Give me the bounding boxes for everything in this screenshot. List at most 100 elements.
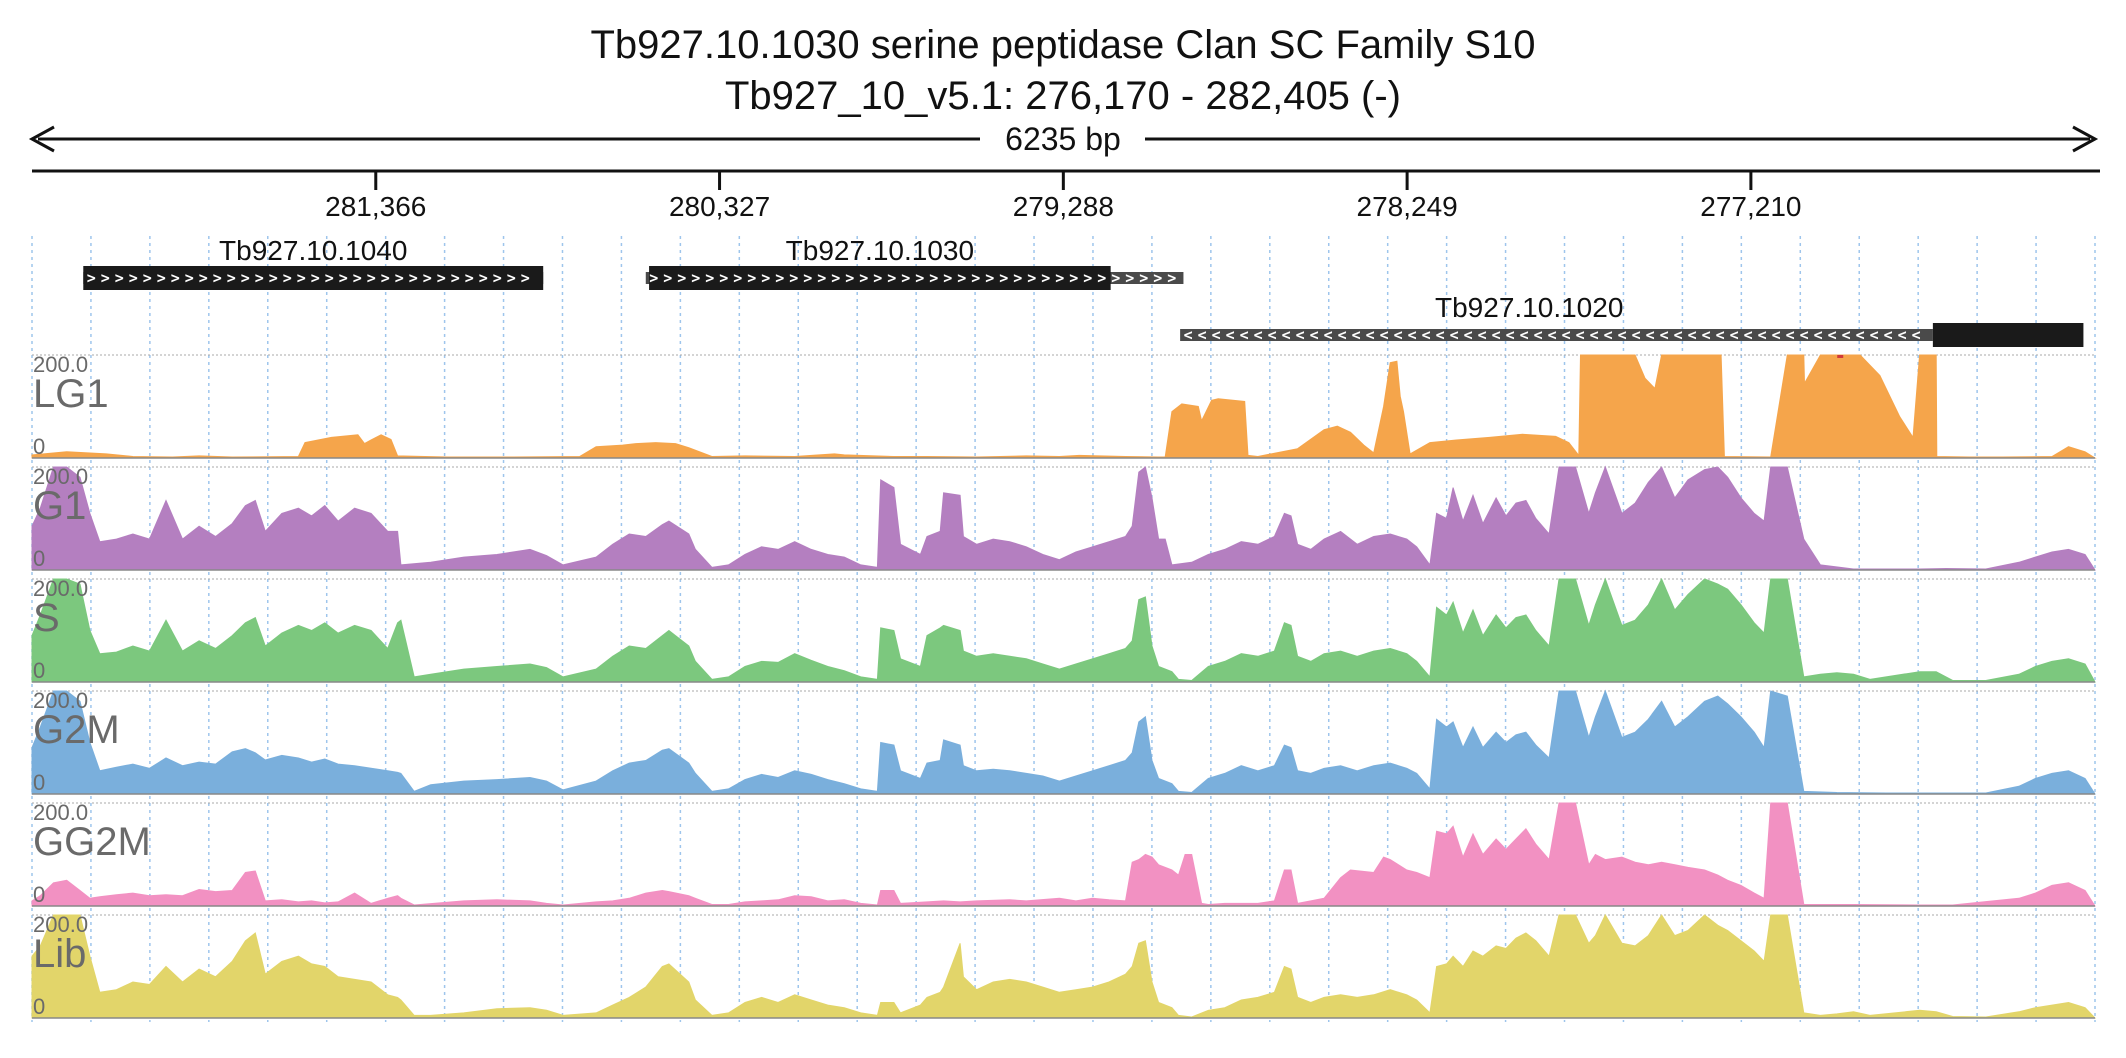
strand-reverse-icon: <: [1506, 326, 1515, 344]
strand-reverse-icon: <: [1646, 326, 1655, 344]
scale-bar: 6235 bp: [28, 121, 2099, 157]
gene-cds: [649, 266, 1111, 290]
strand-reverse-icon: <: [1786, 326, 1795, 344]
strand-reverse-icon: <: [1828, 326, 1837, 344]
strand-forward-icon: >: [1139, 269, 1148, 287]
strand-forward-icon: >: [1013, 269, 1022, 287]
strand-forward-icon: >: [775, 269, 784, 287]
gene-track: > > > > > > > > > > > > > > > > > > > > > > > > > > > > > > > >Tb927.10…: [83, 235, 2084, 347]
strand-reverse-icon: <: [1674, 326, 1683, 344]
strand-reverse-icon: <: [1254, 326, 1263, 344]
strand-forward-icon: >: [677, 269, 686, 287]
strand-reverse-icon: <: [1296, 326, 1305, 344]
coordinate-axis: 281,366 280,327 279,288 278,249 277,210: [32, 169, 2100, 222]
strand-forward-icon: >: [157, 269, 166, 287]
coverage-area: [31, 577, 2096, 683]
track-name-label: G2M: [33, 708, 120, 752]
strand-reverse-icon: <: [1394, 326, 1403, 344]
strand-reverse-icon: <: [1184, 326, 1193, 344]
strand-forward-icon: >: [129, 269, 138, 287]
strand-forward-icon: >: [943, 269, 952, 287]
strand-forward-icon: >: [1055, 269, 1064, 287]
strand-forward-icon: >: [269, 269, 278, 287]
strand-forward-icon: >: [507, 269, 516, 287]
strand-forward-icon: >: [241, 269, 250, 287]
strand-forward-icon: >: [649, 269, 658, 287]
strand-forward-icon: >: [311, 269, 320, 287]
strand-reverse-icon: <: [1464, 326, 1473, 344]
strand-forward-icon: >: [87, 269, 96, 287]
track-min-label: 0: [33, 434, 45, 459]
strand-forward-icon: >: [929, 269, 938, 287]
strand-reverse-icon: <: [1198, 326, 1207, 344]
strand-forward-icon: >: [423, 269, 432, 287]
strand-forward-icon: >: [873, 269, 882, 287]
strand-forward-icon: >: [367, 269, 376, 287]
axis-tick-label: 279,288: [1013, 191, 1114, 222]
gene-label: Tb927.10.1020: [1435, 292, 1623, 323]
track-min-label: 0: [33, 546, 45, 571]
strand-forward-icon: >: [747, 269, 756, 287]
strand-reverse-icon: <: [1534, 326, 1543, 344]
strand-reverse-icon: <: [1730, 326, 1739, 344]
strand-forward-icon: >: [409, 269, 418, 287]
gene-feature: < < < < < < < < < < < < < < < < < < < < < < < < < < < < < < < < < < < < < < < <…: [1180, 292, 2084, 347]
strand-forward-icon: >: [339, 269, 348, 287]
strand-forward-icon: >: [115, 269, 124, 287]
strand-reverse-icon: <: [1436, 326, 1445, 344]
track-max-label: 200.0: [33, 352, 88, 377]
strand-reverse-icon: <: [1324, 326, 1333, 344]
coverage-area: [31, 465, 2096, 571]
strand-forward-icon: >: [381, 269, 390, 287]
strand-forward-icon: >: [101, 269, 110, 287]
track-gg2m: 200.0 0 GG2M: [31, 800, 2096, 907]
scale-length-label: 6235 bp: [1005, 121, 1121, 157]
strand-reverse-icon: <: [1226, 326, 1235, 344]
strand-reverse-icon: <: [1520, 326, 1529, 344]
strand-forward-icon: >: [999, 269, 1008, 287]
strand-reverse-icon: <: [1380, 326, 1389, 344]
strand-forward-icon: >: [1125, 269, 1134, 287]
strand-forward-icon: >: [353, 269, 362, 287]
track-g1: 200.0 0 G1: [31, 464, 2096, 571]
strand-forward-icon: >: [1083, 269, 1092, 287]
strand-forward-icon: >: [901, 269, 910, 287]
strand-forward-icon: >: [479, 269, 488, 287]
strand-forward-icon: >: [719, 269, 728, 287]
strand-forward-icon: >: [283, 269, 292, 287]
track-max-label: 200.0: [33, 912, 88, 937]
strand-forward-icon: >: [255, 269, 264, 287]
strand-reverse-icon: <: [1800, 326, 1809, 344]
strand-forward-icon: >: [1097, 269, 1106, 287]
strand-forward-icon: >: [199, 269, 208, 287]
strand-forward-icon: >: [297, 269, 306, 287]
gene-label: Tb927.10.1030: [786, 235, 974, 266]
strand-forward-icon: >: [227, 269, 236, 287]
strand-forward-icon: >: [705, 269, 714, 287]
strand-reverse-icon: <: [1576, 326, 1585, 344]
track-name-label: LG1: [33, 372, 109, 416]
strand-reverse-icon: <: [1898, 326, 1907, 344]
strand-reverse-icon: <: [1758, 326, 1767, 344]
track-name-label: G1: [33, 484, 86, 528]
strand-reverse-icon: <: [1268, 326, 1277, 344]
gene-label: Tb927.10.1040: [219, 235, 407, 266]
axis-tick-label: 278,249: [1357, 191, 1458, 222]
strand-reverse-icon: <: [1366, 326, 1375, 344]
strand-forward-icon: >: [395, 269, 404, 287]
strand-forward-icon: >: [1027, 269, 1036, 287]
strand-forward-icon: >: [1153, 269, 1162, 287]
strand-reverse-icon: <: [1632, 326, 1641, 344]
strand-forward-icon: >: [887, 269, 896, 287]
track-s: 200.0 0 S: [31, 576, 2096, 683]
gene-cds: [83, 266, 544, 290]
strand-reverse-icon: <: [1870, 326, 1879, 344]
strand-reverse-icon: <: [1702, 326, 1711, 344]
strand-forward-icon: >: [733, 269, 742, 287]
strand-reverse-icon: <: [1548, 326, 1557, 344]
arrow-left-icon: [28, 125, 55, 153]
strand-reverse-icon: <: [1604, 326, 1613, 344]
gene-utr: [1180, 329, 1933, 341]
strand-forward-icon: >: [915, 269, 924, 287]
